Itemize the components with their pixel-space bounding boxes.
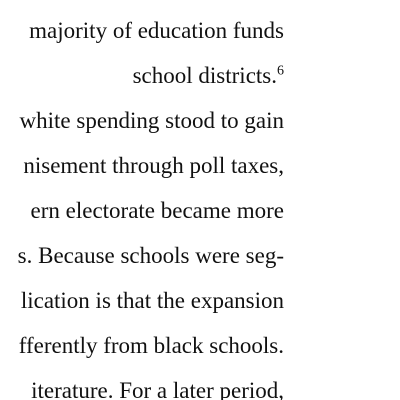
text-line-content: s. Because schools were seg- bbox=[17, 243, 284, 268]
text-line-content: majority of education funds bbox=[29, 18, 284, 43]
text-line: iterature. For a later period, bbox=[0, 368, 284, 400]
text-line: fferently from black schools. bbox=[0, 323, 284, 368]
text-line: majority of education funds bbox=[0, 8, 284, 53]
text-line: school districts.6 bbox=[0, 53, 284, 98]
text-line: white spending stood to gain bbox=[0, 98, 284, 143]
text-line: lication is that the expansion bbox=[0, 278, 284, 323]
text-line-content: ern electorate became more bbox=[30, 198, 284, 223]
text-line-content: school districts. bbox=[132, 63, 277, 88]
footnote-marker: 6 bbox=[277, 63, 284, 79]
text-line: ern electorate became more bbox=[0, 188, 284, 233]
text-line-content: white spending stood to gain bbox=[19, 108, 284, 133]
text-line: s. Because schools were seg- bbox=[0, 233, 284, 278]
text-line: nisement through poll taxes, bbox=[0, 143, 284, 188]
text-line-content: fferently from black schools. bbox=[18, 333, 284, 358]
text-line-content: iterature. For a later period, bbox=[31, 378, 284, 400]
text-line-content: lication is that the expansion bbox=[20, 288, 284, 313]
text-line-content: nisement through poll taxes, bbox=[23, 153, 284, 178]
body-text: majority of education funds school distr… bbox=[0, 8, 284, 400]
